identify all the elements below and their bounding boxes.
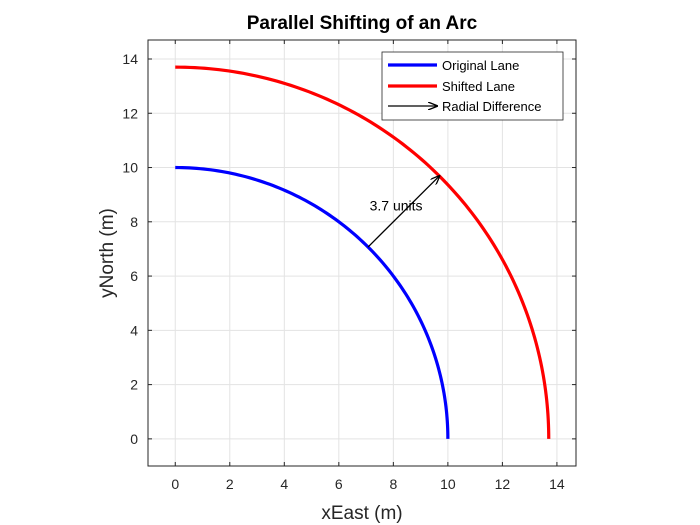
- series-layer: [175, 65, 551, 439]
- legend-label-shifted-lane: Shifted Lane: [442, 79, 515, 94]
- chart-title: Parallel Shifting of an Arc: [247, 13, 478, 34]
- x-tick-label: 8: [389, 476, 397, 492]
- legend-label-original-lane: Original Lane: [442, 58, 519, 73]
- x-tick-label: 4: [280, 476, 288, 492]
- series-arrow-radial-difference: [367, 176, 439, 248]
- y-tick-label: 4: [130, 322, 138, 338]
- x-tick-label: 10: [440, 476, 456, 492]
- y-axis-label: yNorth (m): [97, 208, 118, 298]
- x-tick-label: 6: [335, 476, 343, 492]
- y-tick-label: 2: [130, 377, 138, 393]
- legend-label-radial-difference: Radial Difference: [442, 99, 541, 114]
- y-tick-label: 8: [130, 214, 138, 230]
- y-tick-label: 14: [122, 51, 138, 67]
- y-tick-label: 6: [130, 268, 138, 284]
- x-tick-label: 12: [495, 476, 511, 492]
- tick-marks: [148, 40, 576, 466]
- legend: Original Lane Shifted Lane Radial Differ…: [381, 51, 564, 121]
- x-axis-label: xEast (m): [321, 503, 402, 524]
- x-tick-label: 0: [171, 476, 179, 492]
- y-tick-label: 12: [122, 105, 138, 121]
- y-tick-label: 10: [122, 160, 138, 176]
- annotation-layer: 3.7 units: [370, 198, 423, 214]
- axes-frame: [147, 39, 577, 467]
- y-tick-label: 0: [130, 431, 138, 447]
- x-tick-label: 2: [226, 476, 234, 492]
- annotation-label: 3.7 units: [370, 198, 423, 214]
- y-tick-labels: 0 2 4 6 8 10 12 14: [122, 51, 138, 447]
- x-tick-labels: 0 2 4 6 8 10 12 14: [171, 476, 565, 492]
- x-tick-label: 14: [549, 476, 565, 492]
